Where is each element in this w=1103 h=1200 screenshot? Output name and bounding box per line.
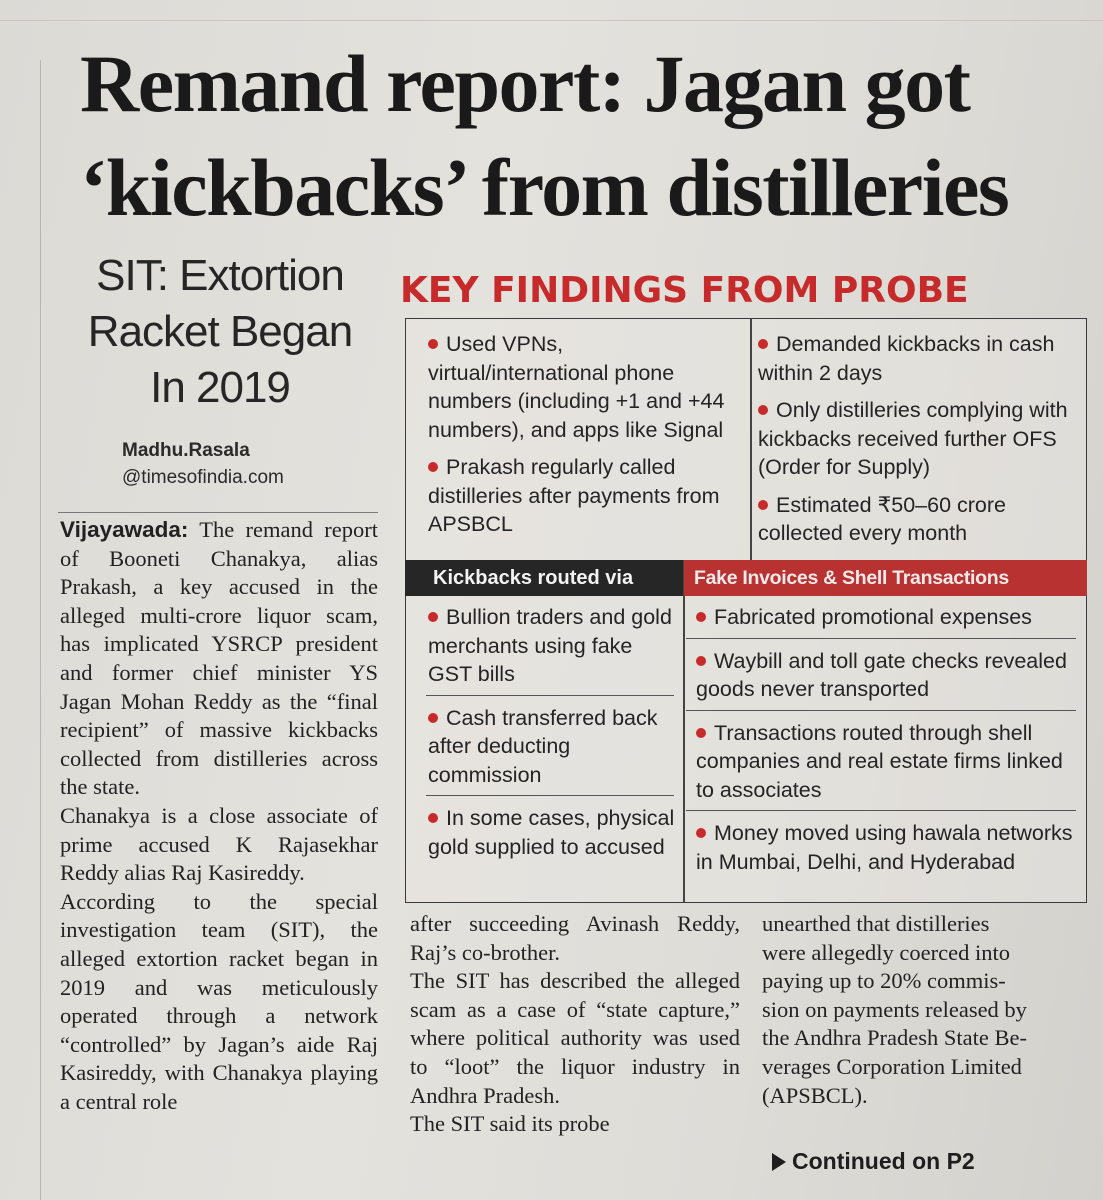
article-line: were allegedly coerced into [762,939,1010,965]
findings-top-left: Used VPNs, virtual/international phone n… [428,330,746,548]
item-divider [426,795,674,796]
article-paragraph-6: The SIT said its probe [410,1111,610,1137]
top-divider [0,20,1103,21]
play-arrow-icon [772,1153,786,1171]
bullet-icon [696,727,706,738]
findings-top-right: Demanded kickbacks in cash within 2 days… [758,330,1083,557]
subhead-line-3: In 2019 [150,363,291,412]
bullet-icon [758,405,768,415]
article-paragraph-3: According to the special investigation t… [60,888,378,1114]
bullet-icon [428,339,438,349]
invoice-item: Money moved using hawala networks in Mum… [696,821,1073,874]
subhead-line-2: Racket Began [87,307,353,356]
item-divider [686,810,1076,811]
continued-label: Continued on P2 [792,1148,975,1174]
byline: Madhu.Rasala @timesofindia.com [122,437,352,491]
headline: Remand report: Jagan got ‘kickbacks’ fro… [80,32,1090,240]
kickback-item: Cash transferred back after deducting co… [428,705,658,787]
article-paragraph-4: after succeeding Avinash Reddy, Raj’s co… [410,911,740,965]
invoice-item: Fabricated promotional expenses [696,603,1081,632]
dateline: Vijayawada: [60,517,189,542]
bullet-icon [428,712,438,723]
article-line: (APSBCL). [762,1082,868,1108]
paragraph-1-text: The remand report of Booneti Chanakya, a… [60,517,378,800]
article-column-1: Vijayawada: The remand report of Booneti… [60,516,378,1116]
invoice-item: Waybill and toll gate checks revealed go… [696,648,1067,701]
article-paragraph-1: Vijayawada: The remand report of Booneti… [60,516,378,802]
bullet-icon [696,612,706,622]
author-handle: @timesofindia.com [122,467,284,488]
item-divider [686,637,1076,639]
article-column-3: unearthed that distilleries were alleged… [762,910,1103,1110]
bullet-icon [696,655,706,666]
article-column-2: after succeeding Avinash Reddy, Raj’s co… [410,910,740,1139]
article-line: verages Corporation Limited [762,1053,1022,1079]
article-paragraph-2: Chanakya is a close associate of prime a… [60,802,378,886]
bullet-icon [428,612,438,622]
subheadline: SIT: Extortion Racket Began In 2019 [60,248,380,416]
finding-item: Used VPNs, virtual/international phone n… [428,332,725,442]
article-line: paying up to 20% commis- [762,968,1006,994]
invoices-list: Fabricated promotional expenses Waybill … [686,603,1081,882]
continued-link[interactable]: Continued on P2 [772,1148,975,1175]
bullet-icon [428,813,438,823]
headline-line-1: Remand report: Jagan got [80,38,971,129]
finding-item: Estimated ₹50–60 crore collected every m… [758,492,1006,545]
byline-divider [58,512,378,513]
box-divider-bottom [683,560,685,903]
kickbacks-list: Bullion traders and gold merchants using… [426,603,678,867]
item-divider [686,709,1076,711]
article-line: the Andhra Pradesh State Be- [762,1025,1027,1051]
article-paragraph-5: The SIT has described the alleged scam a… [410,968,740,1108]
finding-item: Only distilleries complying with kickbac… [758,398,1068,479]
key-findings-box [405,318,1087,903]
kickback-item: Bullion traders and gold merchants using… [428,605,672,686]
article-line: unearthed that distilleries [762,911,990,936]
invoices-header: Fake Invoices & Shell Transactions [684,560,1087,596]
item-divider [426,694,674,696]
box-divider-top [750,318,752,560]
bullet-icon [758,339,768,349]
subhead-line-1: SIT: Extortion [96,251,345,300]
finding-item: Prakash regularly called distilleries af… [428,455,720,536]
invoice-item: Transactions routed through shell compan… [696,720,1063,802]
bullet-icon [696,828,706,838]
author-name: Madhu.Rasala [122,440,250,461]
key-findings-title: KEY FINDINGS FROM PROBE [400,270,969,311]
bullet-icon [428,462,438,472]
bullet-icon [758,499,768,510]
finding-item: Demanded kickbacks in cash within 2 days [758,332,1055,385]
kickback-item: In some cases, physical gold supplied to… [428,806,675,859]
article-line: sion on payments released by [762,996,1027,1022]
kickbacks-header: Kickbacks routed via [405,560,683,596]
headline-line-2: ‘kickbacks’ from distilleries [80,142,1010,233]
column-divider [40,60,41,1200]
